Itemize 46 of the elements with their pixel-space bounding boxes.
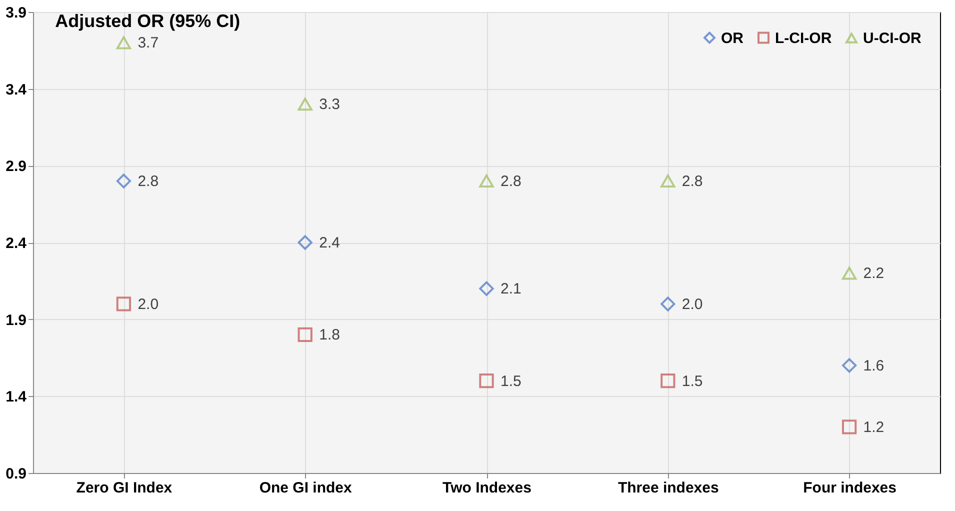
y-tick-label: 3.9 [6,4,26,22]
data-label: 3.7 [138,34,159,52]
chart-title: Adjusted OR (95% CI) [55,11,240,31]
x-tick-label: Zero GI Index [76,480,173,496]
y-tick-label: 0.9 [6,466,26,482]
point [842,266,857,280]
y-tick-label: 1.9 [6,312,26,329]
data-label: 1.8 [319,326,340,344]
data-label: 2.1 [500,280,522,298]
point [116,296,132,312]
data-label: 2.8 [682,173,703,190]
y-tick-label: 2.4 [6,235,28,252]
data-label: 2.0 [138,296,159,313]
data-label: 1.6 [863,357,884,374]
data-label: 1.5 [682,372,703,390]
point [298,327,312,342]
point [479,174,494,188]
point [842,358,857,373]
y-tick-label: 2.9 [6,158,26,176]
point [660,174,676,188]
point [116,174,132,188]
legend-label: OR [721,30,744,47]
data-label: 1.5 [500,372,522,390]
x-tick-label: One GI index [259,480,353,496]
point [660,373,676,388]
x-tick-label: Three indexes [618,480,719,496]
x-tick-label: Four indexes [803,480,896,496]
data-label: 2.8 [138,173,159,190]
point [479,373,494,388]
data-label: 2.8 [500,173,522,190]
y-tick-label: 3.4 [6,81,28,98]
data-label: 3.3 [319,96,340,114]
data-label: 2.4 [319,234,340,252]
legend-label: U-CI-OR [863,30,922,48]
y-tick-label: 1.4 [6,388,28,406]
data-label: 2.0 [682,296,703,313]
legend-label: L-CI-OR [775,30,832,47]
point [479,281,494,296]
point [842,420,857,434]
point [660,296,676,312]
point [116,36,132,50]
point [298,98,312,111]
x-tick-label: Two Indexes [442,480,532,496]
point [298,235,312,250]
data-label: 1.2 [863,418,884,436]
data-label: 2.2 [863,265,884,282]
